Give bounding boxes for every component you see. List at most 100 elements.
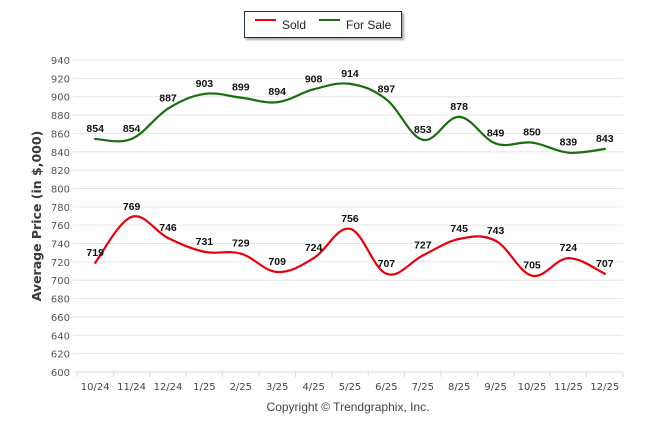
series-lines <box>94 82 606 277</box>
data-point-sold <box>239 252 242 255</box>
legend-label-for-sale: For Sale <box>346 18 392 32</box>
copyright-text: Copyright © Trendgraphix, Inc. <box>266 400 430 414</box>
data-label-for-sale: 853 <box>414 124 432 136</box>
x-tick-label: 3/25 <box>266 382 288 393</box>
data-point-sold <box>385 272 388 276</box>
legend-swatch-sold <box>255 19 276 21</box>
y-tick-label: 700 <box>51 276 70 287</box>
data-point-sold <box>421 254 424 257</box>
data-label-for-sale: 887 <box>159 93 177 105</box>
data-point-for-sale <box>603 147 606 151</box>
data-point-for-sale <box>567 151 570 154</box>
data-point-for-sale <box>166 107 170 110</box>
data-point-sold <box>458 237 461 241</box>
y-tick-label: 680 <box>51 295 70 306</box>
x-tick-label: 1/25 <box>193 382 215 393</box>
data-labels: 719 769 746 731 729 709 724 756 707 727 745 743 705 7… <box>86 68 613 272</box>
y-tick-label: 860 <box>51 129 70 140</box>
x-tick-label: 5/25 <box>339 382 361 393</box>
x-tick-label: 12/24 <box>154 382 183 393</box>
data-label-for-sale: 908 <box>305 73 323 85</box>
data-point-for-sale <box>348 82 352 86</box>
y-tick-label: 940 <box>51 56 70 67</box>
data-point-sold <box>312 257 315 260</box>
x-tick-label: 11/24 <box>117 382 146 393</box>
y-tick-label: 620 <box>51 350 70 361</box>
y-tick-label: 740 <box>51 240 70 251</box>
x-tick-label: 7/25 <box>412 382 434 393</box>
data-point-sold <box>203 250 206 253</box>
data-label-sold: 756 <box>341 213 359 225</box>
data-label-for-sale: 899 <box>232 82 250 94</box>
data-label-for-sale: 894 <box>268 86 286 98</box>
y-tick-label: 800 <box>51 184 70 195</box>
data-label-for-sale: 849 <box>487 128 505 140</box>
x-tick-label: 2/25 <box>230 382 252 393</box>
data-point-for-sale <box>385 98 388 101</box>
data-point-for-sale <box>239 96 242 99</box>
data-label-sold: 729 <box>232 238 250 250</box>
data-point-for-sale <box>530 141 534 144</box>
data-label-sold: 727 <box>414 239 432 251</box>
data-label-sold: 746 <box>159 222 177 234</box>
data-label-for-sale: 914 <box>341 68 359 80</box>
x-tick-label: 12/25 <box>590 382 619 393</box>
data-point-sold <box>276 270 279 274</box>
data-label-sold: 724 <box>305 242 323 254</box>
y-axis-label: Average Price (in $,000) <box>29 131 44 302</box>
data-label-sold: 743 <box>487 225 505 237</box>
data-label-for-sale: 843 <box>596 133 614 145</box>
data-label-sold: 707 <box>378 258 396 270</box>
data-point-for-sale <box>94 137 97 141</box>
data-label-for-sale: 878 <box>450 101 468 113</box>
x-tick-label: 11/25 <box>554 382 583 393</box>
data-label-sold: 719 <box>86 247 104 259</box>
y-tick-label: 720 <box>51 258 70 269</box>
data-label-for-sale: 850 <box>523 127 541 139</box>
x-tick-label: 8/25 <box>448 382 470 393</box>
data-point-for-sale <box>203 92 206 96</box>
data-point-sold <box>603 272 606 276</box>
data-label-sold: 745 <box>450 223 468 235</box>
y-tick-label: 600 <box>51 368 70 379</box>
x-tick-label: 6/25 <box>375 382 397 393</box>
y-tick-label: 820 <box>51 166 70 177</box>
data-point-sold <box>494 239 497 242</box>
data-label-for-sale: 903 <box>196 78 214 90</box>
data-point-sold <box>530 274 534 277</box>
data-label-sold: 705 <box>523 260 541 272</box>
data-label-for-sale: 854 <box>86 123 104 135</box>
data-point-for-sale <box>458 115 461 119</box>
data-point-for-sale <box>312 88 315 91</box>
data-label-sold: 731 <box>196 236 214 248</box>
data-point-sold <box>348 227 352 231</box>
data-label-sold: 769 <box>123 201 141 213</box>
legend-label-sold: Sold <box>282 18 307 32</box>
x-tick-label: 4/25 <box>302 382 324 393</box>
data-label-sold: 709 <box>268 256 286 268</box>
y-tick-label: 640 <box>51 331 70 342</box>
legend: Sold For Sale <box>244 11 402 38</box>
data-point-sold <box>130 215 133 219</box>
data-label-for-sale: 897 <box>378 83 396 95</box>
data-label-sold: 707 <box>596 258 614 270</box>
y-tick-label: 880 <box>51 111 70 122</box>
data-label-for-sale: 854 <box>123 123 141 135</box>
data-point-for-sale <box>494 142 497 145</box>
y-tick-label: 840 <box>51 148 70 159</box>
gridlines <box>73 59 623 373</box>
y-tick-label: 780 <box>51 203 70 214</box>
legend-swatch-for-sale <box>319 19 340 21</box>
y-tick-label: 660 <box>51 313 70 324</box>
x-tick-label: 10/24 <box>81 382 110 393</box>
data-point-for-sale <box>130 137 133 141</box>
data-point-for-sale <box>276 101 279 104</box>
data-label-sold: 724 <box>560 242 578 254</box>
y-tick-label: 900 <box>51 93 70 104</box>
data-label-for-sale: 839 <box>560 137 578 149</box>
data-point-sold <box>94 261 97 264</box>
y-axis-ticks: 600 620 640 660 680 700 720 740 760 780 800 820 840 8… <box>51 56 70 379</box>
y-tick-label: 760 <box>51 221 70 232</box>
x-tick-label: 9/25 <box>484 382 506 393</box>
